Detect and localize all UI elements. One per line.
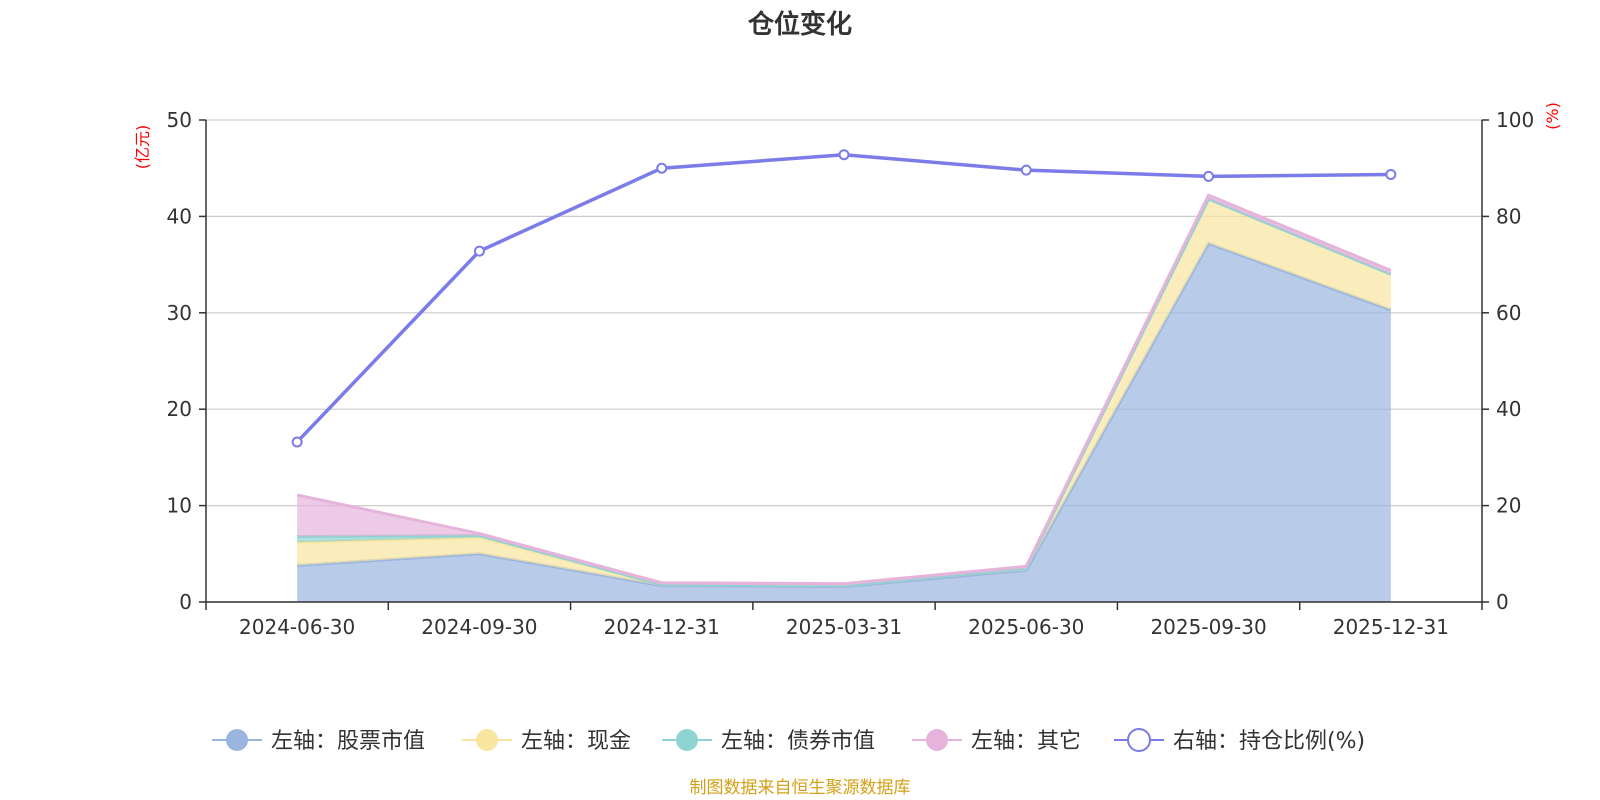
area-左轴：股票市值 [297,243,1391,602]
x-axis-tick-label: 2025-03-31 [786,615,902,639]
legend-marker [226,729,248,751]
left-axis-unit: (亿元) [133,125,152,170]
area-左轴：现金 [297,199,1391,587]
right-axis-tick-label: 80 [1496,204,1521,228]
right-axis-tick-label: 100 [1496,108,1534,132]
ratio-point [473,245,485,257]
left-axis-tick-label: 0 [179,590,192,614]
x-axis-tick-label: 2025-06-30 [968,615,1084,639]
legend-marker [1127,728,1151,752]
legend-label: 左轴：现金 [521,729,631,754]
legend-label: 左轴：其它 [971,729,1081,754]
x-axis-tick-label: 2025-09-30 [1150,615,1266,639]
ratio-point [1203,170,1215,182]
x-axis-tick-label: 2024-12-31 [604,615,720,639]
area-edge-左轴：其它 [296,193,1392,586]
legend-marker [676,729,698,751]
x-axis-tick-label: 2024-09-30 [421,615,537,639]
ratio-point [1020,164,1032,176]
right-axis-tick-label: 0 [1496,590,1509,614]
axes: 0 0 10 20 20 40 30 60 40 80 50 100 2024-06-30 2024-09… [167,108,1535,639]
data-source-note: 制图数据来自恒生聚源数据库 [690,778,911,798]
x-axis-tick-label: 2024-06-30 [239,615,355,639]
chart-title: 仓位变化 [747,9,852,40]
left-axis-tick-label: 40 [167,204,192,228]
ratio-point [838,149,850,161]
right-axis-tick-label: 40 [1496,397,1521,421]
stacked-areas [296,193,1392,602]
legend-label: 右轴：持仓比例(%) [1173,729,1365,754]
legend-marker [926,729,948,751]
left-axis-tick-label: 10 [167,494,192,518]
x-axis-tick-label: 2025-12-31 [1333,615,1449,639]
left-axis-tick-label: 30 [167,301,192,325]
left-axis-tick-label: 20 [167,397,192,421]
ratio-point [291,436,303,448]
legend-marker [476,729,498,751]
ratio-point [656,162,668,174]
left-axis-tick-label: 50 [167,108,192,132]
ratio-line-layer [291,149,1397,448]
right-axis-tick-label: 20 [1496,494,1521,518]
right-axis-tick-label: 60 [1496,301,1521,325]
ratio-point [1385,168,1397,180]
legend-label: 左轴：股票市值 [271,729,425,754]
legend-label: 左轴：债券市值 [721,729,875,754]
right-axis-unit: (%) [1543,102,1562,130]
legend: 左轴：股票市值 左轴：现金 左轴：债券市值 左轴：其它 右轴：持仓比例(%) [212,728,1365,754]
